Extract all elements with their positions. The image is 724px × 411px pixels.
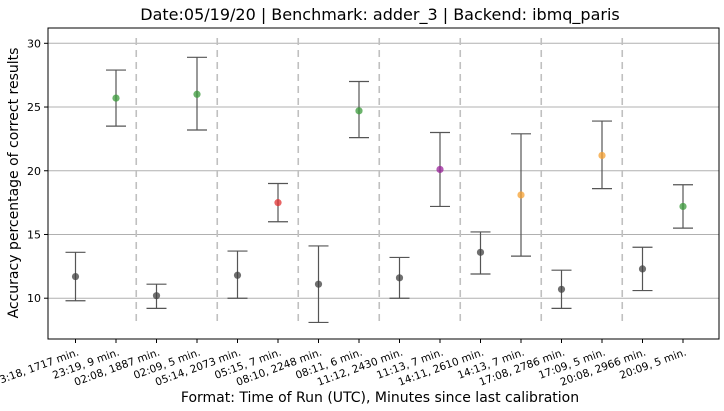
y-tick-label: 10 [27,292,41,305]
data-point [233,271,242,279]
y-axis-label: Accuracy percentage of correct results [6,48,22,319]
data-points [71,90,687,300]
grid-lines [48,42,719,299]
data-point [679,202,687,211]
data-point [638,265,647,273]
data-point [476,248,485,256]
y-tick-label: 15 [27,228,41,241]
data-point [355,107,363,115]
data-point [193,90,201,98]
x-axis-label: Format: Time of Run (UTC), Minutes since… [181,390,579,406]
y-axis: 10 15 20 25 30 [27,37,48,305]
data-point [314,280,323,288]
y-tick-label: 25 [27,101,41,114]
separator-lines [135,38,624,326]
data-point [436,165,444,174]
x-axis: 23:18, 1717 min.23:19, 9 min.02:08, 1887… [0,339,688,389]
data-point [598,151,606,160]
chart-title: Date:05/19/20 | Benchmark: adder_3 | Bac… [140,5,620,25]
data-point [152,292,161,300]
data-point [395,274,404,282]
y-tick-label: 30 [27,37,41,50]
data-point [274,199,282,207]
plot-frame [47,27,720,340]
data-point [557,285,566,293]
data-point [112,94,120,102]
y-tick-label: 20 [27,165,41,178]
data-point [71,272,80,281]
data-point [517,191,525,199]
